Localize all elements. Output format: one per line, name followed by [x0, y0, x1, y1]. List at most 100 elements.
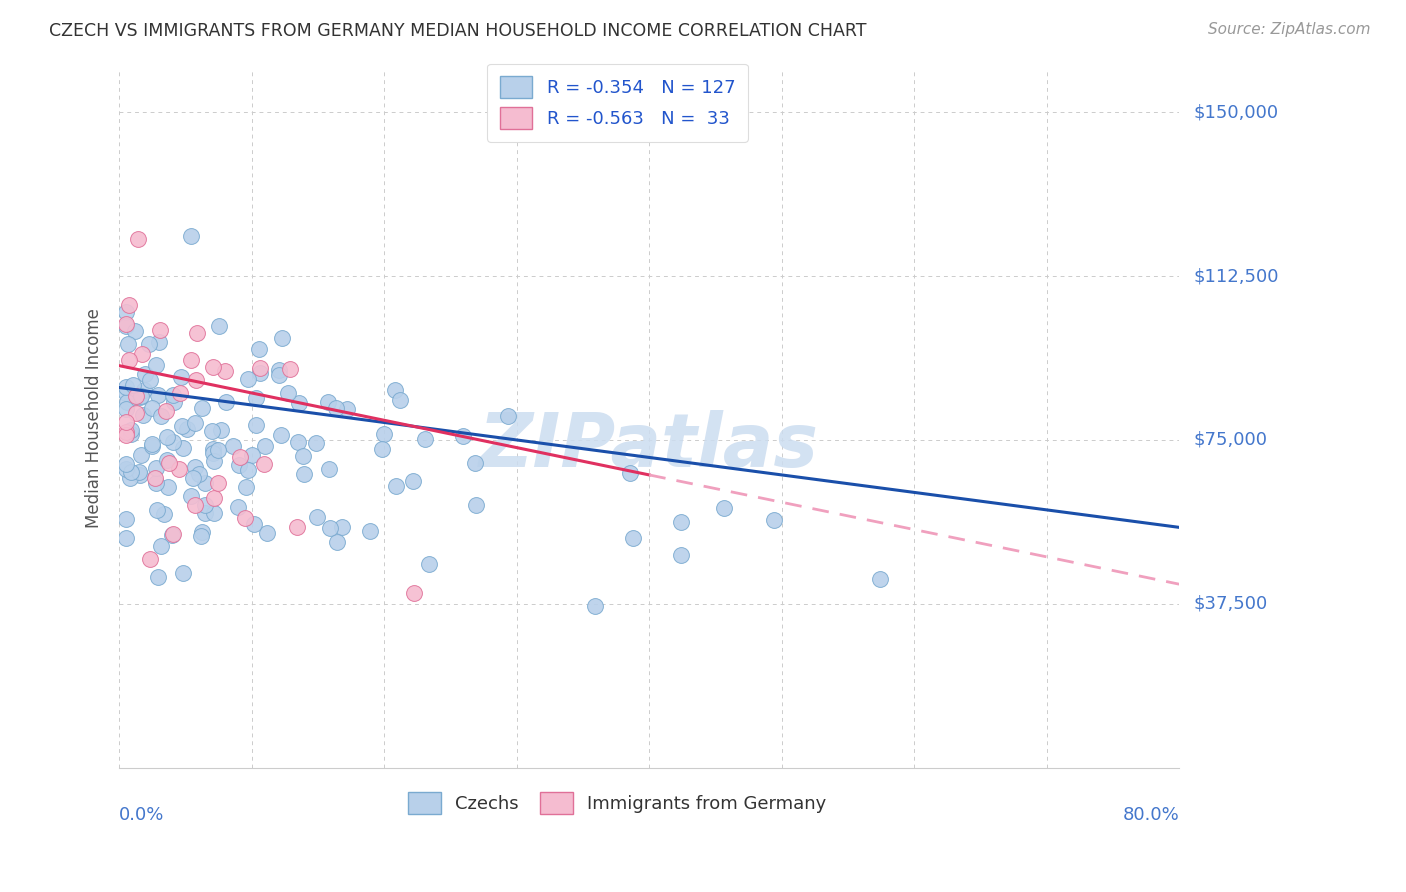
Point	[184, 373, 207, 387]
Point	[170, 370, 193, 384]
Point	[336, 402, 359, 417]
Point	[621, 531, 644, 545]
Point	[115, 402, 138, 417]
Point	[619, 466, 641, 480]
Point	[292, 450, 315, 464]
Point	[194, 475, 217, 490]
Point	[228, 458, 250, 473]
Y-axis label: Median Household Income: Median Household Income	[86, 308, 103, 528]
Point	[172, 441, 194, 455]
Point	[762, 513, 785, 527]
Point	[228, 450, 250, 464]
Point	[146, 570, 169, 584]
Point	[153, 508, 176, 522]
Point	[496, 409, 519, 424]
Point	[583, 599, 606, 614]
Point	[226, 500, 249, 515]
Point	[285, 519, 308, 533]
Point	[115, 317, 138, 331]
Point	[305, 509, 328, 524]
Text: $112,500: $112,500	[1194, 267, 1278, 285]
Text: 80.0%: 80.0%	[1122, 806, 1180, 824]
Point	[418, 557, 440, 571]
Point	[202, 491, 225, 506]
Point	[162, 435, 184, 450]
Point	[125, 406, 148, 420]
Point	[187, 467, 209, 482]
Point	[167, 462, 190, 476]
Point	[235, 480, 257, 494]
Point	[124, 324, 146, 338]
Point	[132, 409, 155, 423]
Point	[207, 475, 229, 490]
Point	[162, 526, 184, 541]
Point	[122, 377, 145, 392]
Point	[120, 465, 142, 479]
Text: CZECH VS IMMIGRANTS FROM GERMANY MEDIAN HOUSEHOLD INCOME CORRELATION CHART: CZECH VS IMMIGRANTS FROM GERMANY MEDIAN …	[49, 22, 866, 40]
Point	[115, 457, 138, 471]
Point	[141, 437, 163, 451]
Point	[139, 551, 162, 566]
Point	[180, 228, 202, 243]
Text: $150,000: $150,000	[1194, 103, 1278, 121]
Point	[208, 318, 231, 333]
Point	[245, 391, 267, 405]
Point	[141, 401, 163, 415]
Point	[180, 352, 202, 367]
Point	[202, 446, 225, 460]
Point	[292, 467, 315, 482]
Point	[141, 439, 163, 453]
Point	[201, 424, 224, 438]
Point	[170, 419, 193, 434]
Point	[162, 388, 184, 402]
Point	[132, 384, 155, 398]
Point	[385, 478, 408, 492]
Point	[191, 524, 214, 539]
Point	[359, 524, 381, 538]
Point	[148, 334, 170, 349]
Point	[118, 471, 141, 485]
Point	[465, 498, 488, 512]
Point	[277, 386, 299, 401]
Point	[115, 305, 138, 319]
Point	[194, 498, 217, 512]
Point	[139, 373, 162, 387]
Point	[326, 534, 349, 549]
Point	[128, 465, 150, 479]
Point	[115, 511, 138, 525]
Point	[157, 480, 180, 494]
Point	[464, 456, 486, 470]
Point	[180, 489, 202, 503]
Point	[243, 517, 266, 532]
Point	[267, 368, 290, 382]
Point	[172, 566, 194, 581]
Point	[253, 457, 276, 471]
Point	[238, 372, 260, 386]
Point	[319, 521, 342, 535]
Point	[169, 385, 191, 400]
Point	[145, 460, 167, 475]
Point	[713, 500, 735, 515]
Point	[157, 456, 180, 470]
Point	[325, 401, 347, 415]
Point	[269, 363, 291, 377]
Text: $75,000: $75,000	[1194, 431, 1267, 449]
Point	[156, 430, 179, 444]
Point	[191, 401, 214, 416]
Point	[453, 429, 475, 443]
Point	[115, 380, 138, 394]
Point	[138, 336, 160, 351]
Point	[118, 298, 141, 312]
Point	[270, 428, 292, 442]
Point	[221, 439, 243, 453]
Point	[120, 423, 142, 437]
Point	[256, 526, 278, 541]
Point	[115, 461, 138, 475]
Point	[271, 331, 294, 345]
Point	[330, 520, 353, 534]
Point	[145, 358, 167, 372]
Point	[671, 548, 693, 562]
Point	[236, 462, 259, 476]
Point	[162, 527, 184, 541]
Point	[181, 471, 204, 485]
